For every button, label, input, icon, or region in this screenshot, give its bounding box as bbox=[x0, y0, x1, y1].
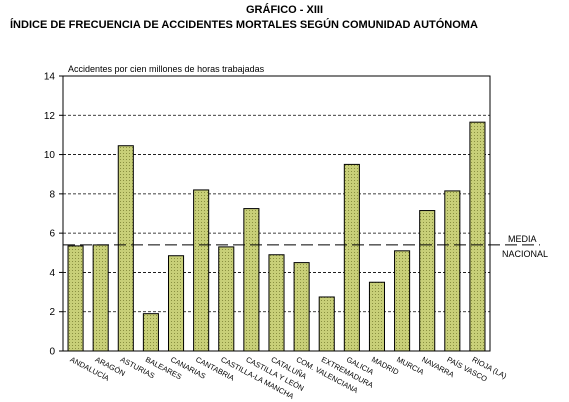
bar-12 bbox=[368, 281, 386, 352]
plot-frame bbox=[62, 75, 491, 352]
x-tick-label: MADRID bbox=[370, 355, 401, 377]
y-tick-label: 4 bbox=[49, 268, 55, 279]
bar-6 bbox=[218, 246, 235, 352]
reference-line-label: MEDIA bbox=[508, 234, 537, 244]
bar-9 bbox=[293, 262, 310, 352]
bar-16 bbox=[469, 121, 486, 352]
bar-5 bbox=[193, 189, 210, 352]
bar-1 bbox=[92, 244, 109, 352]
bar-3 bbox=[142, 313, 159, 352]
bar-2 bbox=[117, 145, 134, 352]
y-tick-label: 12 bbox=[44, 111, 56, 122]
bar-15 bbox=[444, 190, 461, 352]
bar-10 bbox=[318, 296, 335, 352]
chart-title: GRÁFICO - XIII bbox=[246, 4, 323, 16]
bar-13 bbox=[394, 250, 411, 352]
bar-11 bbox=[343, 163, 360, 352]
bar-8 bbox=[268, 254, 285, 352]
bar-7 bbox=[243, 208, 260, 352]
chart-subtitle: ÍNDICE DE FRECUENCIA DE ACCIDENTES MORTA… bbox=[10, 19, 478, 31]
y-tick-label: 0 bbox=[49, 347, 55, 358]
y-tick-label: 6 bbox=[49, 229, 55, 240]
x-tick-label: MURCIA bbox=[395, 355, 425, 377]
y-tick-label: 2 bbox=[49, 307, 55, 318]
y-axis-label: Accidentes por cien millones de horas tr… bbox=[68, 64, 265, 74]
y-tick-label: 8 bbox=[49, 189, 55, 200]
reference-line-label-2: NACIONAL bbox=[502, 249, 548, 259]
bar-4 bbox=[167, 255, 185, 352]
y-tick-label: 14 bbox=[44, 72, 56, 83]
bar-0 bbox=[67, 245, 84, 352]
y-tick-label: 10 bbox=[44, 150, 56, 161]
bar-14 bbox=[419, 210, 436, 352]
